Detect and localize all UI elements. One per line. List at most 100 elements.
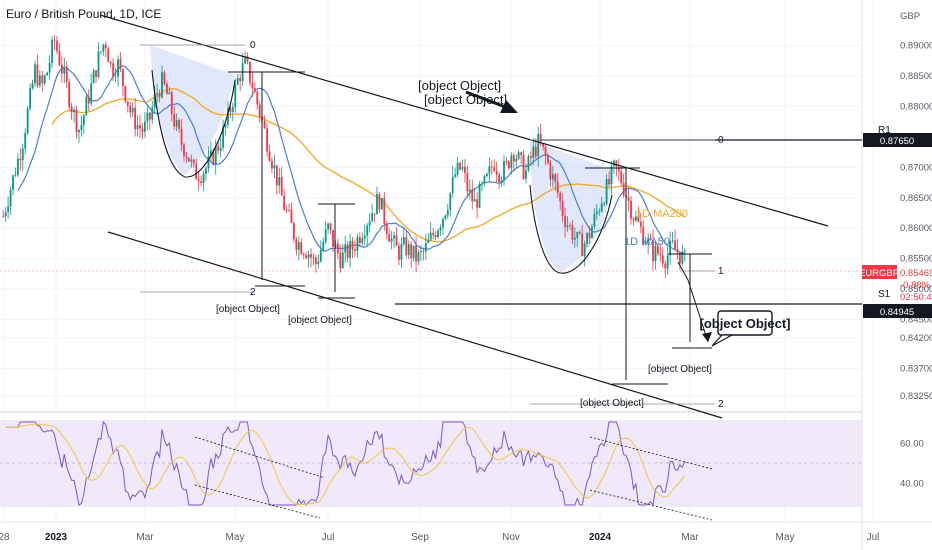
candle-body[interactable] [595, 211, 598, 214]
candle-body[interactable] [141, 128, 144, 132]
candle-body[interactable] [190, 159, 193, 162]
candle-body[interactable] [85, 96, 88, 116]
candle-body[interactable] [41, 75, 44, 84]
candle-body[interactable] [473, 199, 476, 202]
candle-body[interactable] [187, 157, 190, 162]
candle-body[interactable] [393, 235, 395, 239]
candle-body[interactable] [422, 250, 425, 252]
candle-body[interactable] [478, 183, 481, 208]
candle-body[interactable] [363, 235, 366, 239]
candle-body[interactable] [537, 133, 540, 157]
candle-body[interactable] [341, 252, 344, 269]
candle-body[interactable] [569, 225, 571, 227]
candle-body[interactable] [635, 216, 637, 221]
price-axis[interactable]: 0.890000.885000.880000.875000.870000.865… [900, 40, 932, 489]
candle-body[interactable] [664, 263, 667, 269]
candle-body[interactable] [268, 151, 271, 161]
candle-body[interactable] [678, 252, 681, 264]
candle-body[interactable] [4, 212, 7, 217]
candle-body[interactable] [556, 181, 559, 193]
candle-body[interactable] [503, 161, 505, 181]
candle-body[interactable] [60, 64, 63, 74]
candle-body[interactable] [456, 162, 459, 175]
candle-body[interactable] [222, 127, 224, 148]
candle-body[interactable] [153, 94, 156, 108]
candle-body[interactable] [407, 244, 410, 256]
candle-body[interactable] [307, 254, 310, 259]
candle-body[interactable] [522, 154, 525, 179]
candle-body[interactable] [649, 238, 652, 241]
candle-body[interactable] [661, 255, 664, 264]
candle-body[interactable] [68, 82, 71, 107]
candle-body[interactable] [627, 197, 630, 201]
candle-body[interactable] [90, 83, 93, 104]
candle-body[interactable] [97, 51, 100, 77]
candle-body[interactable] [446, 210, 449, 216]
candle-body[interactable] [666, 255, 669, 269]
candle-body[interactable] [239, 77, 242, 82]
candle-body[interactable] [231, 107, 234, 112]
candle-body[interactable] [163, 72, 166, 84]
candle-body[interactable] [449, 193, 452, 211]
candle-body[interactable] [476, 199, 479, 208]
candle-body[interactable] [378, 193, 381, 210]
candle-body[interactable] [427, 239, 430, 244]
candle-body[interactable] [104, 44, 107, 49]
candle-body[interactable] [339, 253, 342, 269]
candle-body[interactable] [82, 115, 85, 126]
candle-body[interactable] [398, 245, 400, 260]
candle-body[interactable] [2, 216, 5, 217]
candle-body[interactable] [29, 88, 31, 109]
candle-body[interactable] [490, 166, 493, 168]
candle-body[interactable] [258, 104, 261, 117]
candle-body[interactable] [527, 156, 530, 171]
candle-body[interactable] [429, 232, 432, 240]
candle-body[interactable] [610, 166, 613, 185]
candle-body[interactable] [402, 237, 405, 244]
candle-body[interactable] [539, 133, 542, 144]
candle-body[interactable] [109, 62, 112, 64]
candle-body[interactable] [119, 59, 122, 70]
candle-body[interactable] [356, 237, 359, 251]
candle-body[interactable] [603, 203, 606, 205]
candle-body[interactable] [212, 150, 215, 165]
candle-body[interactable] [161, 72, 163, 98]
candle-body[interactable] [405, 237, 408, 256]
candle-body[interactable] [424, 243, 427, 252]
candle-body[interactable] [576, 231, 579, 238]
candle-body[interactable] [412, 245, 415, 259]
candle-body[interactable] [683, 250, 686, 252]
candle-body[interactable] [63, 68, 66, 74]
candle-body[interactable] [376, 193, 378, 215]
candle-body[interactable] [512, 155, 515, 162]
candle-body[interactable] [234, 84, 237, 108]
candle-body[interactable] [464, 166, 466, 173]
candle-body[interactable] [275, 165, 278, 186]
candle-body[interactable] [620, 171, 623, 184]
candle-body[interactable] [312, 257, 315, 259]
candle-body[interactable] [644, 243, 647, 245]
candle-body[interactable] [608, 179, 610, 185]
candle-body[interactable] [302, 253, 305, 256]
candle-body[interactable] [395, 235, 398, 246]
candle-body[interactable] [520, 152, 523, 155]
candle-body[interactable] [75, 109, 78, 133]
candle-body[interactable] [73, 109, 75, 113]
candle-body[interactable] [87, 96, 90, 104]
candle-body[interactable] [468, 189, 471, 192]
candle-body[interactable] [586, 233, 588, 244]
candle-body[interactable] [358, 237, 361, 244]
candle-body[interactable] [349, 241, 352, 258]
candle-body[interactable] [571, 225, 574, 240]
candle-body[interactable] [295, 239, 298, 251]
candle-body[interactable] [561, 200, 564, 217]
candles[interactable] [2, 34, 686, 279]
candle-body[interactable] [630, 200, 632, 219]
candle-body[interactable] [593, 213, 596, 227]
candle-body[interactable] [139, 125, 141, 129]
candle-body[interactable] [34, 64, 36, 84]
candle-body[interactable] [564, 216, 566, 228]
candle-body[interactable] [551, 174, 554, 180]
candle-body[interactable] [192, 159, 195, 164]
candle-body[interactable] [185, 156, 188, 158]
